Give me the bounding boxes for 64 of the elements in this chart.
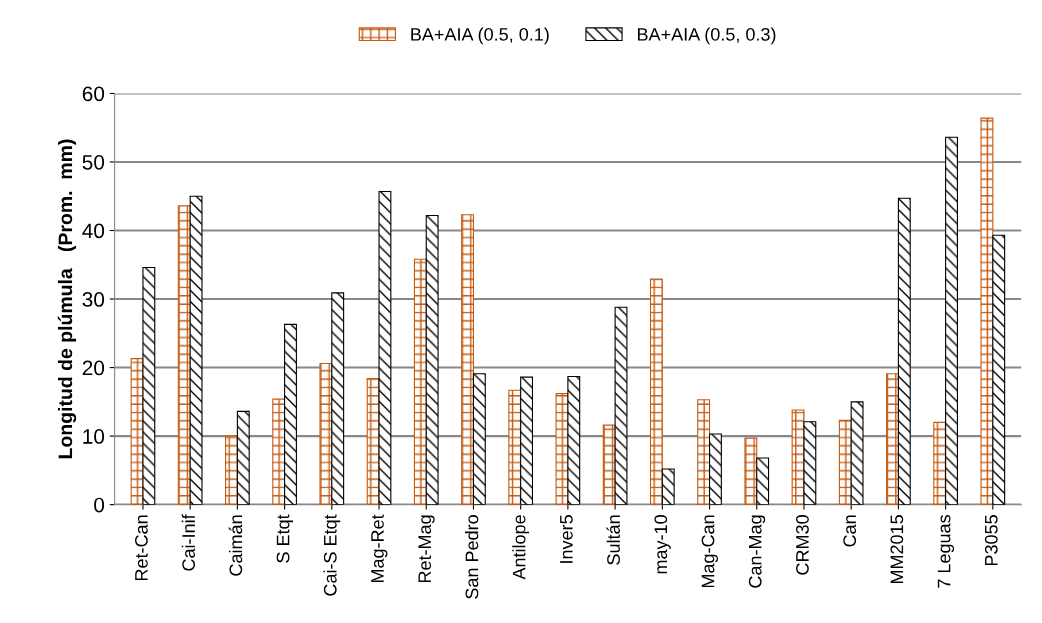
- x-tick-label: Ret-Mag: [418, 515, 435, 583]
- y-tick-label: 60: [82, 86, 105, 102]
- bar: [744, 437, 758, 505]
- bar: [661, 468, 675, 505]
- bar: [756, 457, 770, 505]
- bar: [508, 389, 522, 505]
- bar: [189, 195, 203, 505]
- x-tick-label: Can-Mag: [748, 515, 766, 588]
- x-tick-label: Inver5: [560, 515, 573, 563]
- x-tick-label: San Pedro: [465, 515, 479, 599]
- bar: [897, 197, 911, 505]
- x-tick-label: Cai-S Etqt: [323, 514, 341, 596]
- x-tick-label: Cai-Inif: [181, 514, 196, 571]
- x-tick-label: may-10: [654, 515, 671, 574]
- bar: [520, 376, 534, 505]
- x-tick-label: P3055: [984, 515, 998, 566]
- x-tick-label: MM2015: [890, 515, 904, 584]
- bar: [284, 323, 297, 505]
- bar: [425, 214, 439, 505]
- bar: [697, 399, 711, 505]
- bar: [980, 117, 994, 505]
- x-tick-label: Ret-Can: [135, 515, 148, 581]
- x-tick-label: 7 Leguas: [937, 515, 955, 588]
- x-tick-label: Caimán: [228, 515, 243, 576]
- bar: [886, 373, 899, 505]
- bar: [708, 433, 722, 505]
- bar: [378, 190, 392, 505]
- bar: [331, 292, 345, 505]
- legend-label: BA+AIA (0.5, 0.1): [411, 27, 549, 45]
- x-tick-label: Sultán: [606, 515, 620, 565]
- bar: [838, 419, 852, 505]
- bar: [225, 435, 238, 505]
- bar: [614, 306, 628, 505]
- bar: [236, 410, 250, 505]
- y-tick-label: 30: [82, 292, 105, 307]
- bar: [649, 278, 663, 505]
- y-tick-label: 0: [94, 497, 105, 513]
- y-tick-label: 10: [83, 429, 105, 444]
- bar: [933, 421, 947, 505]
- x-tick-label: Mag-Ret: [371, 514, 388, 583]
- bar: [803, 421, 817, 505]
- y-tick-label: 50: [82, 154, 105, 170]
- x-tick-label: Antilope: [512, 515, 530, 580]
- bar: [413, 258, 427, 505]
- y-tick-label: 20: [82, 360, 105, 376]
- x-tick-label: S Etqt: [276, 514, 294, 563]
- legend-label: BA+AIA (0.5, 0.3): [637, 27, 776, 45]
- bar: [461, 214, 475, 505]
- bar: [850, 401, 864, 505]
- bar: [555, 393, 569, 505]
- x-tick-label: Mag-Can: [701, 515, 718, 588]
- bar: [992, 234, 1006, 505]
- bar: [319, 362, 333, 505]
- bar: [945, 136, 958, 505]
- x-tick-label: CRM30: [796, 515, 809, 575]
- bar: [472, 373, 486, 505]
- bar: [567, 375, 581, 505]
- y-tick-label: 40: [82, 223, 105, 239]
- y-axis-title: Longitud de plúmula (Prom. mm): [57, 139, 77, 459]
- bar: [177, 205, 191, 505]
- bar: [130, 358, 144, 505]
- x-tick-label: Can: [843, 515, 857, 547]
- bar: [272, 398, 286, 505]
- bar: [142, 266, 156, 505]
